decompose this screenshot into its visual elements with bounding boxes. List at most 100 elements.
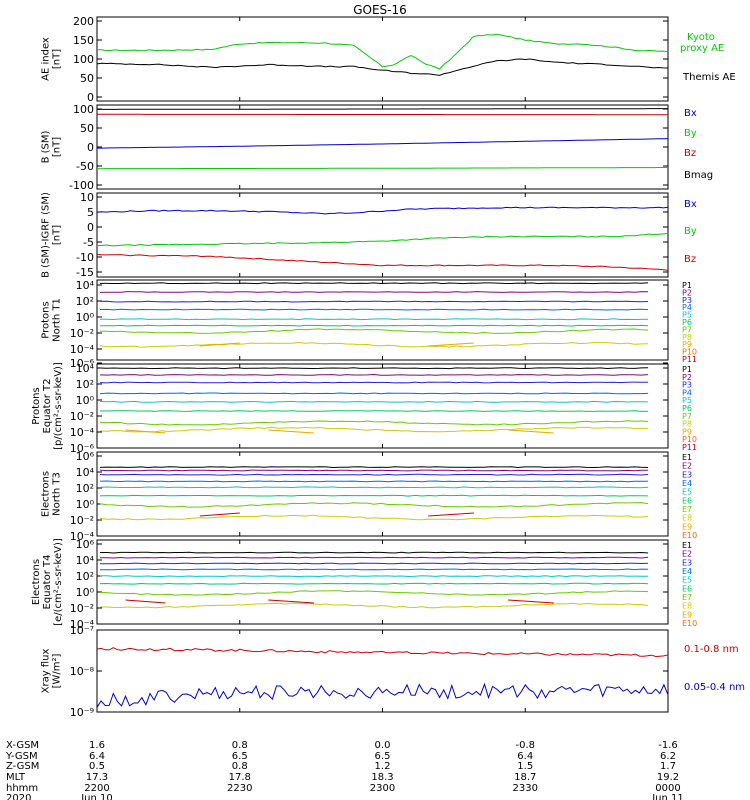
footer-value-3-2: 1.5 [517,761,533,772]
flux-5-E6 [99,494,649,497]
flux-3-P7 [100,328,649,334]
footer-label-MLT: MLT [6,772,26,783]
xray-series-0 [96,647,669,658]
legend-ee-E7: E7 [682,593,692,602]
flux-4-P3 [99,381,649,384]
legend-ee-E3: E3 [682,558,692,567]
footer-label-hhmm: hhmm [6,783,38,794]
footer-value-4-5: Jun 11 [651,793,684,800]
y-tick-label-bsm: -100 [69,179,94,192]
legend-pe-P5: P5 [682,396,692,405]
series-1-Bmag [97,108,668,110]
footer-value-3-4: 2330 [513,783,538,794]
flux-6-E1 [100,551,649,554]
series-1-Bx [97,138,669,149]
legend-en-E9: E9 [682,522,692,531]
y-tick-label-xray: 10⁻⁷ [70,624,94,637]
legend-ee-E10: E10 [682,619,697,628]
legend-pn-P4: P4 [682,303,692,312]
y-tick-label-ee: 10⁻² [70,602,94,615]
y-tick-label-bigrf: -15 [76,266,94,279]
flux-fragment-4-4 [508,429,554,434]
panel-frame-ae [96,16,669,102]
y-tick-label-bigrf: 0 [87,221,94,234]
y-axis-label-pn: Protons [41,301,52,338]
y-tick-label-ee: 10⁴ [76,554,95,567]
y-tick-label-bsm: 0 [87,141,94,154]
y-axis-label-bigrf: B (SM)-IGRF (SM) [41,192,52,278]
y-tick-label-bigrf: -10 [76,251,94,264]
y-tick-label-xray: 10⁻⁹ [70,706,94,719]
legend-ee-E1: E1 [682,541,692,550]
legend-themis-ae: Themis AE [682,72,736,83]
y-tick-label-pe: 10⁻⁴ [70,426,95,439]
footer-value-3-3: 18.7 [514,772,536,783]
flux-3-P5 [99,318,649,321]
flux-3-P3 [99,300,649,303]
flux-fragment-6-4 [508,599,554,604]
legend-bsm-Bmag: Bmag [684,170,713,181]
y-tick-label-en: 10² [76,482,94,495]
legend-en-E4: E4 [682,479,692,488]
flux-fragment-5-3 [428,512,474,517]
flux-5-E5 [99,486,649,489]
legend-en-E8: E8 [682,514,692,523]
footer-value-1-1: 6.5 [232,751,248,762]
footer-value-1-3: 17.8 [229,772,251,783]
y-axis-label-bsm: [nT] [52,137,63,157]
y-tick-label-pe: 10⁰ [76,394,95,407]
flux-4-P8 [99,426,649,433]
y-tick-label-xray: 10⁻⁸ [70,665,95,678]
legend-kyoto: Kyoto [687,32,715,43]
flux-4-P2 [99,373,649,376]
flux-4-P7 [99,420,649,426]
footer-value-4-1: 6.2 [660,751,676,762]
footer-value-2-1: 6.5 [375,751,391,762]
footer-value-0-3: 17.3 [86,772,108,783]
legend-pe-P2: P2 [682,373,692,382]
series-0-Kyoto-proxy-AE [97,33,669,70]
legend-pe-P9: P9 [682,427,692,436]
legend-en-E3: E3 [682,470,692,479]
legend-pn-P2: P2 [682,288,692,297]
series-2-Bx [96,206,669,215]
legend-en-E5: E5 [682,488,692,497]
y-axis-label-pe: [p/(cm²-s-sr-keV)] [53,362,64,450]
y-tick-label-ee: 10⁰ [76,586,95,599]
panel-frame-xray [96,629,669,713]
flux-fragment-6-0 [125,599,166,604]
legend-bigrf-Bz: Bz [684,254,696,265]
y-tick-label-en: 10⁴ [76,466,95,479]
legend-pe-P11: P11 [682,443,697,452]
legend-en-E1: E1 [682,453,692,462]
legend-pe-P10: P10 [682,435,697,444]
y-tick-label-bsm: -50 [76,160,94,173]
footer-label-Z-GSM: Z-GSM [6,761,39,772]
footer-value-4-3: 19.2 [657,772,679,783]
flux-6-E8 [100,602,649,609]
y-axis-label-xray: Xray flux [41,649,52,694]
y-axis-label-pe: Equator T2 [42,379,53,434]
legend-pn-P6: P6 [682,318,692,327]
legend-pn-P9: P9 [682,340,692,349]
y-axis-label-ee: [e/(cm²-s-sr-keV)] [53,538,64,626]
flux-fragment-3-3 [428,342,474,347]
footer-value-3-0: -0.8 [515,740,535,751]
legend-bigrf-Bx: Bx [684,199,697,210]
legend-pn-P3: P3 [682,296,692,305]
series-2-By [97,233,669,247]
y-tick-label-ae: 200 [73,15,94,28]
footer-value-1-2: 0.8 [232,761,248,772]
flux-4-P4 [99,392,649,395]
flux-3-P4 [99,308,649,311]
flux-3-P1 [100,282,649,285]
y-tick-label-ae: 50 [80,72,94,85]
legend-en-E10: E10 [682,531,697,540]
legend-pn-P11: P11 [682,355,697,364]
footer-value-1-4: 2230 [227,783,252,794]
flux-5-E4 [99,480,649,483]
legend-pe-P7: P7 [682,412,692,421]
y-axis-label-ee: Equator T4 [42,555,53,610]
legend-ee-E4: E4 [682,567,692,576]
y-tick-label-bsm: 100 [73,103,94,116]
